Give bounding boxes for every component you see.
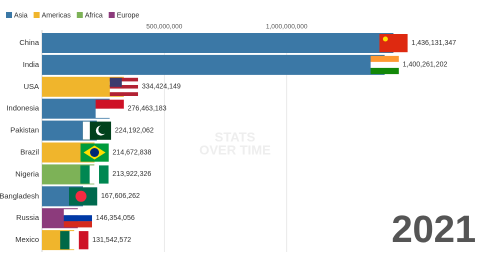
legend-swatch: [6, 12, 12, 18]
flag-part: [69, 231, 80, 250]
flag-part: [379, 34, 408, 53]
flag-part: [82, 121, 90, 140]
flag-part: [109, 88, 139, 93]
bar: [42, 98, 110, 119]
flag-part: [63, 221, 93, 228]
legend-label: Americas: [42, 12, 72, 19]
x-tick-label: 500,000,000: [146, 24, 183, 31]
flag-part: [95, 108, 124, 118]
y-tick-label: Mexico: [15, 235, 39, 244]
flag-part: [109, 77, 122, 87]
flag-part: [60, 231, 70, 250]
watermark: OVER TIME: [199, 142, 271, 157]
legend-swatch: [108, 12, 115, 18]
x-tick-label: 1,000,000,000: [266, 24, 308, 31]
flag-part: [63, 215, 93, 222]
value-label: 276,463,183: [128, 106, 167, 113]
bar: [42, 76, 124, 97]
y-tick-label: Nigeria: [15, 169, 40, 178]
flag-part: [89, 165, 100, 184]
flag-part: [90, 148, 100, 157]
flag-part: [78, 231, 89, 250]
y-tick-label: Brazil: [20, 147, 39, 156]
legend-label: Africa: [85, 12, 103, 19]
year-label: 2021: [391, 209, 476, 251]
value-label: 1,436,131,347: [411, 40, 456, 47]
legend-label: Asia: [14, 12, 28, 19]
flag-part: [109, 92, 139, 96]
value-label: 167,606,262: [101, 193, 140, 200]
flag-part: [109, 85, 139, 89]
flag-part: [370, 67, 399, 75]
y-tick-label: Russia: [16, 213, 40, 222]
value-label: 131,542,572: [92, 237, 131, 244]
flag-part: [382, 36, 388, 42]
flag-part: [75, 190, 87, 202]
flag-part: [370, 61, 399, 69]
y-tick-label: Indonesia: [6, 104, 39, 113]
flag-part: [109, 81, 139, 86]
legend-label: Europe: [117, 12, 140, 19]
value-label: 214,672,838: [113, 149, 152, 156]
watermark: STATS: [215, 129, 256, 144]
bar: [42, 33, 394, 53]
legend-swatch: [76, 12, 83, 18]
value-label: 1,400,261,202: [403, 62, 448, 69]
flag-part: [370, 55, 399, 63]
legend-swatch: [33, 12, 40, 18]
value-label: 213,922,326: [112, 171, 151, 178]
value-label: 146,354,056: [96, 215, 135, 222]
y-tick-label: USA: [24, 82, 39, 91]
flag-part: [63, 209, 93, 216]
flag-part: [99, 165, 109, 184]
value-label: 334,424,149: [142, 84, 181, 91]
flag-part: [98, 125, 108, 135]
y-tick-label: Pakistan: [10, 126, 39, 135]
flag-part: [95, 99, 124, 109]
y-tick-label: Bangladesh: [0, 191, 39, 200]
flag-part: [80, 165, 90, 184]
value-label: 224,192,062: [115, 127, 154, 134]
y-tick-label: India: [23, 60, 40, 69]
bar: [42, 54, 385, 75]
flag-part: [109, 77, 139, 82]
y-tick-label: China: [19, 38, 39, 47]
